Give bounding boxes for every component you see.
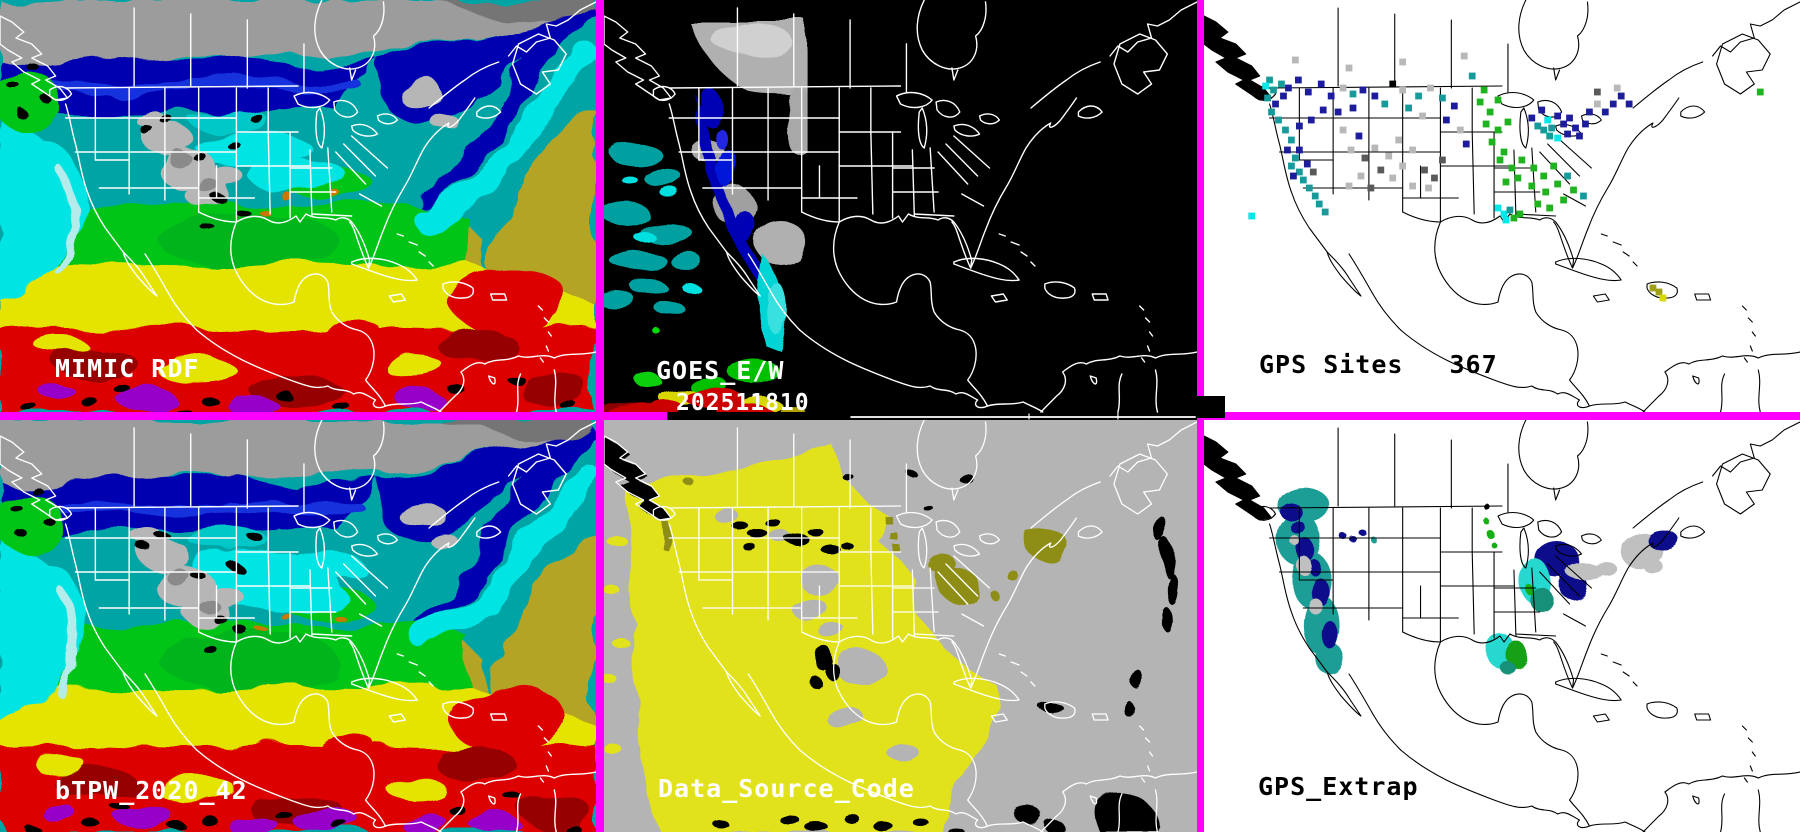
p-dsc-map-image bbox=[604, 420, 1197, 832]
gps-sites-label-row: GPS Sites 367 bbox=[1259, 352, 1498, 377]
gps-sites-label: GPS Sites bbox=[1259, 350, 1404, 379]
panel-gps-extrap[interactable]: GPS_Extrap bbox=[1204, 420, 1800, 832]
p-btpw-map-image bbox=[0, 420, 596, 832]
p-mimic-map-image bbox=[0, 0, 596, 412]
goes-scanline-bar bbox=[1196, 396, 1225, 418]
data-source-code-label: Data_Source_Code bbox=[658, 774, 915, 803]
panel-data-source-code[interactable]: Data_Source_Code bbox=[604, 420, 1197, 832]
panel-mimic-rdf[interactable]: MIMIC RDF bbox=[0, 0, 596, 412]
gps-sites-count: 367 bbox=[1449, 350, 1498, 379]
panel-goes-ew[interactable]: GOES_E/W 202511810 bbox=[604, 0, 1197, 420]
p-goes-map-image bbox=[604, 0, 1197, 420]
gps-extrap-label: GPS_Extrap bbox=[1258, 772, 1419, 801]
btpw-label: bTPW_2020_42 bbox=[55, 776, 248, 805]
panel-gps-sites[interactable]: GPS Sites 367 bbox=[1204, 0, 1800, 412]
goes-ew-label: GOES_E/W bbox=[656, 356, 785, 385]
p-sites-map-image bbox=[1204, 0, 1800, 412]
panel-btpw[interactable]: bTPW_2020_42 bbox=[0, 420, 596, 832]
goes-ew-timestamp: 202511810 bbox=[676, 390, 810, 416]
mimic-rdf-label: MIMIC RDF bbox=[55, 354, 200, 383]
p-extrap-map-image bbox=[1204, 420, 1800, 832]
